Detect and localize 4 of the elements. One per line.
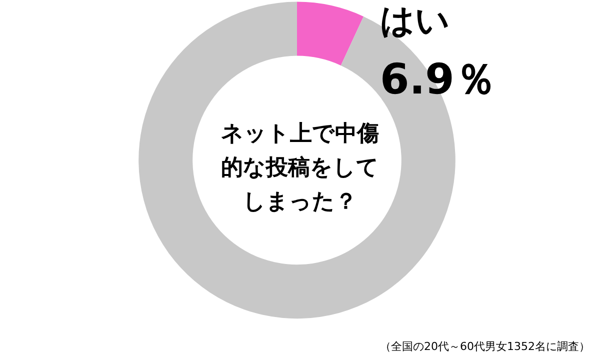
text: ネット上で中傷的な投稿をしてしまった？ (221, 122, 379, 214)
text: （全国の20代～60代男女1352名に調査） (380, 340, 590, 353)
slice-label: はい (380, 1, 450, 41)
data-label: 6.9％ (380, 54, 496, 104)
